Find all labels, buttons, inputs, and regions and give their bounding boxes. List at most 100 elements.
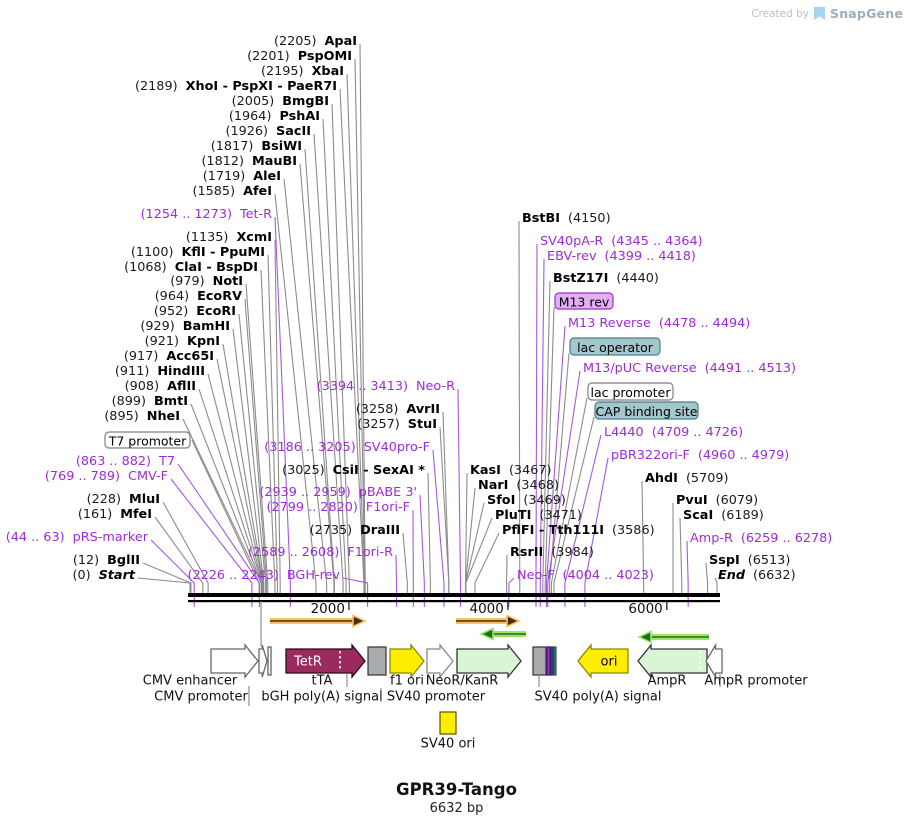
sv40pro-f-label: (3186 .. 3205) SV40pro-F [264,440,430,455]
mlui-label: (228) MluI [87,492,160,507]
sv40-promoter [426,643,454,679]
f1ori-r-leader-line [395,554,398,607]
bmgbi-label: (2005) BmgBI [232,94,329,109]
hindiii-label: (911) HindIII [115,364,205,379]
xbai-leader-line [346,73,365,597]
primer-pair-reverse-1-head [479,627,494,641]
bglii-leader-line [142,562,192,597]
sv40pa-r-label: SV40pA-R (4345 .. 4364) [540,234,703,249]
l4440-label: L4440 (4709 .. 4726) [604,425,743,440]
f1ori-r-label: (2589 .. 2608) F1ori-R [248,545,393,560]
ecori-label: (952) EcoRI [154,304,236,319]
ebv-rev-label: EBV-rev (4399 .. 4418) [547,249,696,264]
ampr-promoter [705,642,723,680]
pflfi-tth111i-leader-line [474,532,500,597]
snapgene-logo-icon [814,7,825,20]
m13-puc-reverse-leader-line [547,370,581,607]
cap-binding-site-box-label [594,401,699,420]
mlui-leader-line [162,501,209,597]
ecorv-leader-line [244,298,268,597]
axis-tick-label: 6000 [628,601,662,617]
sv40-ori-feature-label: SV40 ori [421,737,476,752]
lac-promoter-feature [550,646,554,676]
xbai-label: (2195) XbaI [261,64,344,79]
xcmi-label: (1135) XcmI [186,230,272,245]
l4440-leader-line [564,434,602,607]
xhoi-pspxi-paer7i-label: (2189) XhoI - PspXI - PaeR7I [135,79,337,94]
pbabe-3-leader-line [419,494,425,607]
sv40pa-r-leader-line [535,243,538,607]
aflii-leader-line [198,388,263,597]
pflfi-tth111i-label: PflFI - Tth111I (3586) [502,523,655,538]
ori-text: ori [601,655,618,670]
acc65i-label: (917) Acc65I [124,349,214,364]
lac-operator-leader-line [549,352,570,597]
end-label: End (6632) [718,568,796,583]
draiii-leader-line [402,532,408,597]
ebv-rev-leader-line [539,258,545,607]
bgh-polya-signal [367,646,387,676]
pspomi-leader-line [354,58,366,597]
cmv-f-leader-line [170,478,253,607]
mfei-label: (161) MfeI [78,507,152,522]
t7-promoter-label: T7 promoter [108,434,187,449]
sspi-label: SspI (6513) [709,553,790,568]
t7-promoter-feature [267,646,272,676]
avrii-label: (3258) AvrII [356,402,440,417]
created-by-text: Created by [751,7,809,20]
axis-bar-top [188,593,720,597]
pluti-label: PluTI (3471) [495,508,582,523]
primer-pair-forward-2-head [506,614,521,628]
nhei-leader-line [182,418,262,597]
cap-binding-site-feature [553,646,557,676]
mfei-leader-line [154,516,204,597]
neo-f-label: Neo-F (4004 .. 4023) [517,568,654,583]
afei-leader-line [274,193,317,597]
bmgbi-leader-line [331,103,350,597]
ampr-feature-label: AmpR [648,674,687,689]
sv40-ori-feature [439,711,457,735]
m13-rev-leader-line [544,306,555,597]
pvui-label: PvuI (6079) [676,493,758,508]
ampr [637,643,708,679]
bamhi-label: (929) BamHI [140,319,230,334]
xhoi-pspxi-paer7i-leader-line [339,88,365,597]
bgh-rev-label: (2226 .. 2243) BGH-rev [187,568,340,583]
kasi-label: KasI (3467) [470,463,552,478]
neo-r-label: (3394 .. 3413) Neo-R [317,379,456,394]
bstz17i-leader-line [542,280,551,597]
pbr322ori-f-label: pBR322ori-F (4960 .. 4979) [611,448,789,463]
m13-rev-label: M13 rev [559,295,610,310]
amp-r-leader-line [686,540,689,607]
sv40-promoter-feature-label: SV40 promoter [387,690,486,705]
sfoi-label: SfoI (3469) [487,493,566,508]
clai-bspdi-leader-line [260,269,276,597]
kpni-label: (921) KpnI [145,334,220,349]
alei-leader-line [283,178,328,597]
pshai-leader-line [322,118,347,597]
sacii-label: (1926) SacII [225,124,311,139]
alei-label: (1719) AleI [203,169,281,184]
kfli-ppumi-leader-line [267,254,278,597]
aflii-label: (908) AflII [125,379,196,394]
lac-promoter-box-label [587,382,674,401]
sv40-polya-signal [532,646,547,676]
lac-operator-box-label [569,337,661,356]
tet-r-leader-line [274,216,291,607]
primer-pair-reverse-2-head [637,630,652,644]
bstbi-leader-line [518,220,521,597]
sv40-poly-a-signal-feature-label: SV40 poly(A) signal [535,690,662,705]
apai-label: (2205) ApaI [274,34,357,49]
cmv-promoter-feature-label: CMV promoter [154,690,248,705]
nhei-label: (895) NheI [104,409,180,424]
scai-leader-line [679,517,683,597]
ampr-promoter-feature-label: AmpR promoter [704,674,808,689]
sspi-leader-line [705,562,709,597]
nari-label: NarI (3468) [478,478,559,493]
pluti-leader-line [465,517,493,597]
pshai-label: (1964) PshAI [229,109,320,124]
neo-r-leader-line [457,388,462,607]
cap-binding-site-label: CAP binding site [596,404,698,419]
draiii-label: (2735) DraIII [310,523,400,538]
